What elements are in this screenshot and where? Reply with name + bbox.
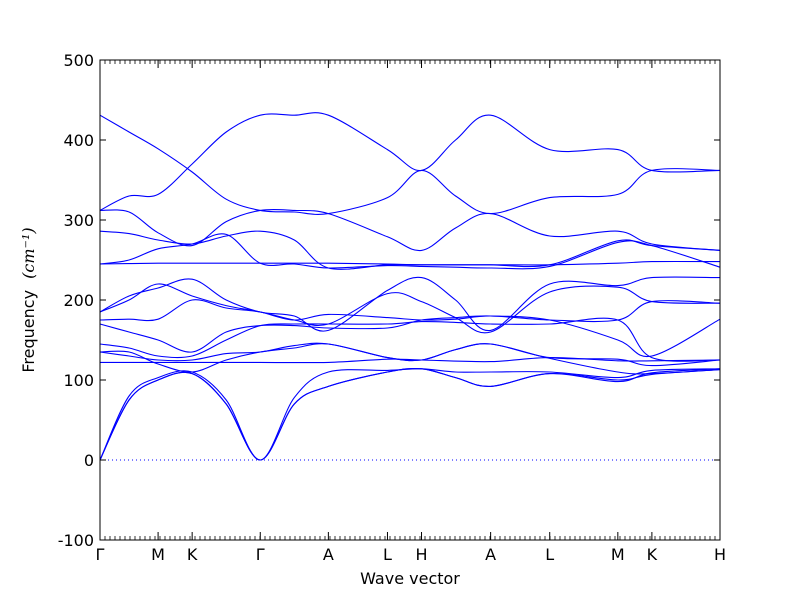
y-tick-label: 300 bbox=[63, 211, 94, 230]
minor-tick-layer bbox=[99, 60, 721, 540]
y-axis-label-text: Frequency bbox=[19, 290, 38, 373]
band-line-7 bbox=[99, 317, 721, 362]
y-tick-label: 500 bbox=[63, 51, 94, 70]
band-line-16 bbox=[99, 112, 721, 211]
x-tick-label: Γ bbox=[256, 545, 265, 564]
plot-frame bbox=[99, 59, 721, 541]
y-tick-label: 200 bbox=[63, 291, 94, 310]
band-line-4 bbox=[100, 357, 721, 364]
band-line-10 bbox=[99, 283, 721, 323]
x-tick-label: A bbox=[323, 545, 334, 564]
x-tick-label: H bbox=[416, 545, 428, 564]
x-tick-label: Γ bbox=[96, 545, 105, 564]
y-axis-label: Frequency (cm⁻¹) bbox=[19, 227, 38, 372]
x-tick-label: L bbox=[545, 545, 554, 564]
x-tick-label: A bbox=[485, 545, 496, 564]
band-line-17 bbox=[99, 114, 721, 215]
band-line-11 bbox=[99, 276, 721, 332]
series-layer bbox=[99, 112, 721, 461]
band-line-6 bbox=[99, 343, 721, 375]
x-tick-label: K bbox=[647, 545, 658, 564]
x-tick-label: M bbox=[151, 545, 165, 564]
x-tick-label: K bbox=[187, 545, 198, 564]
band-line-3 bbox=[99, 368, 721, 461]
band-line-15 bbox=[99, 208, 721, 252]
band-line-8 bbox=[99, 315, 721, 358]
tick-layer: -100 0 100 200 300 400 500 Γ M K Γ A L H A L M K H bbox=[58, 51, 726, 564]
y-tick-label: 400 bbox=[63, 131, 94, 150]
band-line-2 bbox=[99, 367, 721, 461]
x-tick-label: L bbox=[383, 545, 392, 564]
band-line-13 bbox=[99, 233, 721, 270]
y-tick-label: -100 bbox=[58, 531, 94, 550]
y-tick-label: 100 bbox=[63, 371, 94, 390]
y-axis-label-unit: (cm⁻¹) bbox=[19, 227, 38, 278]
band-line-9 bbox=[99, 285, 721, 334]
x-tick-label: H bbox=[714, 545, 726, 564]
x-tick-label: M bbox=[611, 545, 625, 564]
x-axis-label: Wave vector bbox=[360, 569, 460, 588]
y-tick-label: 0 bbox=[84, 451, 94, 470]
